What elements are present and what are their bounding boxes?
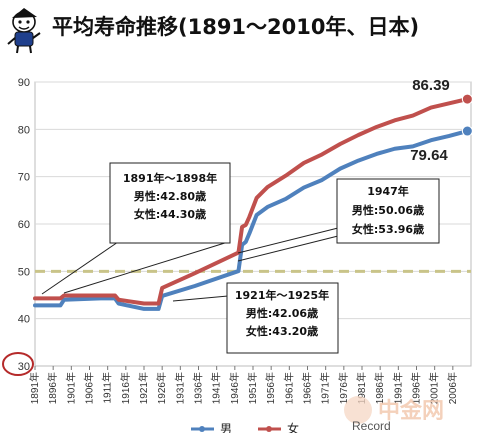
- y-30-highlight-circle: [2, 352, 34, 376]
- y-tick-label: 70: [18, 172, 30, 184]
- svg-text:女性:53.96歳: 女性:53.96歳: [352, 222, 424, 236]
- x-tick-label: 1966年: [301, 372, 314, 404]
- callout-1921-1925: 1921年〜1925年 男性:42.06歳 女性:43.20歳: [226, 282, 339, 354]
- y-tick-label: 30: [18, 361, 30, 373]
- x-tick-label: 1941年: [210, 372, 223, 404]
- series-line-male: [33, 129, 470, 311]
- end-label-male: 79.64: [410, 147, 448, 164]
- svg-text:女性:43.20歳: 女性:43.20歳: [246, 324, 318, 338]
- svg-text:1921年〜1925年: 1921年〜1925年: [235, 288, 329, 302]
- y-tick-label: 60: [18, 219, 30, 231]
- x-tick-label: 2001年: [428, 372, 441, 404]
- y-tick-label: 50: [18, 266, 30, 278]
- svg-text:男性:42.06歳: 男性:42.06歳: [246, 306, 318, 320]
- x-tick-label: 1946年: [228, 372, 241, 404]
- watermark: 中金网 Record: [344, 396, 444, 433]
- x-tick-label: 1986年: [373, 372, 386, 404]
- y-axis-ticks: 30 40 50 60 70 80 90: [18, 77, 30, 373]
- x-tick-label: 2006年: [446, 372, 459, 404]
- x-tick-label: 1956年: [264, 372, 277, 404]
- y-tick-label: 40: [18, 314, 30, 326]
- callout-1947: 1947年 男性:50.06歳 女性:53.96歳: [336, 178, 440, 244]
- svg-text:Record: Record: [352, 419, 391, 433]
- x-tick-label: 1916年: [119, 372, 132, 404]
- mascot-icon: [7, 8, 41, 54]
- x-tick-label: 1936年: [192, 372, 205, 404]
- legend: 男 女: [191, 421, 299, 433]
- x-tick-label: 1891年: [28, 372, 41, 404]
- legend-label-male: 男: [220, 422, 232, 433]
- x-tick-label: 1991年: [391, 372, 404, 404]
- svg-text:男性:42.80歳: 男性:42.80歳: [134, 189, 206, 203]
- x-tick-label: 1961年: [282, 372, 295, 404]
- x-tick-label: 1996年: [410, 372, 423, 404]
- x-tick-label: 1896年: [46, 372, 59, 404]
- x-axis-ticks: 1891年 1896年 1901年 1906年 1911年 1916年 1921年 1926年…: [28, 366, 459, 404]
- x-tick-label: 1921年: [137, 372, 150, 404]
- callout-1891-1898: 1891年〜1898年 男性:42.80歳 女性:44.30歳: [109, 162, 231, 244]
- series-line-female: [33, 97, 470, 306]
- x-tick-label: 1931年: [173, 372, 186, 404]
- callout-pointers: [41, 227, 339, 302]
- series-layer: [33, 93, 473, 311]
- x-tick-label: 1951年: [246, 372, 259, 404]
- x-tick-label: 1906年: [83, 372, 96, 404]
- svg-text:1947年: 1947年: [367, 184, 409, 198]
- x-tick-label: 1976年: [337, 372, 350, 404]
- series-end-point-male: [461, 125, 473, 137]
- x-tick-label: 1901年: [64, 372, 77, 404]
- svg-text:女性:44.30歳: 女性:44.30歳: [134, 207, 206, 221]
- x-tick-label: 1926年: [155, 372, 168, 404]
- chart-title: 平均寿命推移(1891〜2010年、日本): [52, 15, 419, 39]
- watermark-logo-icon: [344, 396, 372, 424]
- y-tick-label: 80: [18, 124, 30, 136]
- series-end-point-female: [461, 93, 473, 105]
- x-tick-label: 1911年: [101, 372, 114, 404]
- end-label-female: 86.39: [412, 77, 450, 94]
- y-tick-label: 90: [18, 77, 30, 89]
- svg-text:中金网: 中金网: [378, 398, 444, 424]
- x-tick-label: 1971年: [319, 372, 332, 404]
- svg-text:男性:50.06歳: 男性:50.06歳: [352, 203, 424, 217]
- svg-text:1891年〜1898年: 1891年〜1898年: [123, 171, 217, 185]
- legend-label-female: 女: [287, 421, 299, 433]
